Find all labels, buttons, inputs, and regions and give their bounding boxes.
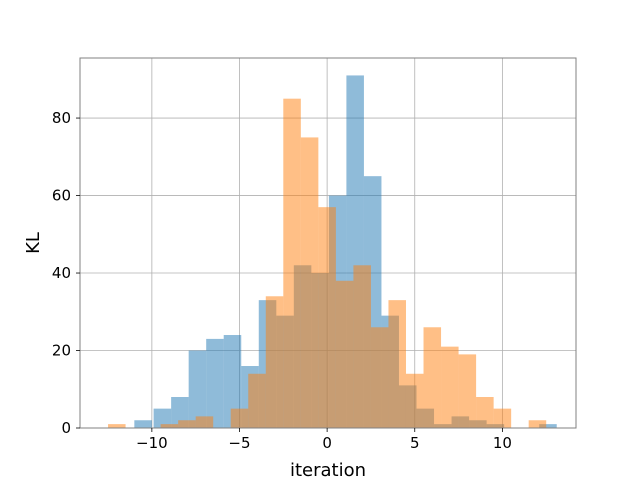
series-b-bar: [528, 420, 547, 428]
series-b-bar: [318, 207, 336, 428]
x-tick-label: 5: [410, 434, 420, 452]
series-b-bar: [423, 327, 442, 428]
series-b-bar: [300, 137, 319, 429]
series-b-bar: [230, 408, 249, 428]
x-tick-label: −5: [228, 434, 250, 452]
series-b-bar: [388, 300, 406, 428]
x-axis-label: iteration: [290, 460, 366, 480]
x-tick-label: 10: [493, 434, 512, 452]
series-b-bar: [283, 98, 301, 428]
y-tick-label: 0: [61, 419, 71, 437]
series-b-bar: [370, 327, 389, 428]
series-b-bar: [458, 354, 477, 428]
series-b-bar: [476, 397, 494, 428]
series-b-bar: [248, 373, 266, 428]
y-tick-label: 60: [52, 187, 71, 205]
x-axis-ticks: −10 −5 0 5 10: [136, 428, 512, 452]
series-b-bar: [493, 408, 512, 428]
series-b-bar: [265, 296, 284, 428]
series-b-bar: [353, 265, 371, 428]
series-b-bar: [405, 373, 424, 428]
series-a-bar: [134, 420, 152, 428]
series-b-bar: [178, 420, 196, 428]
series-b-bar: [108, 424, 126, 428]
x-tick-label: −10: [136, 434, 168, 452]
y-axis-label: KL: [23, 232, 44, 254]
y-tick-label: 20: [52, 342, 71, 360]
series-b-bar: [160, 424, 179, 428]
series-a-bar: [188, 350, 207, 428]
y-axis-ticks: 0 20 40 60 80: [52, 109, 80, 437]
series-a-bar: [539, 424, 557, 428]
y-tick-label: 80: [52, 109, 71, 127]
plot-area-frame: [79, 57, 577, 429]
series-b-bar: [335, 280, 354, 428]
y-tick-label: 40: [52, 264, 71, 282]
series-a-bar: [223, 335, 242, 428]
series-b-bar: [441, 346, 459, 428]
series-a-bar: [206, 338, 224, 428]
series-a-bar: [153, 408, 172, 428]
series-b-bars: [108, 98, 547, 429]
series-b-bar: [195, 416, 214, 428]
x-tick-label: 0: [322, 434, 332, 452]
